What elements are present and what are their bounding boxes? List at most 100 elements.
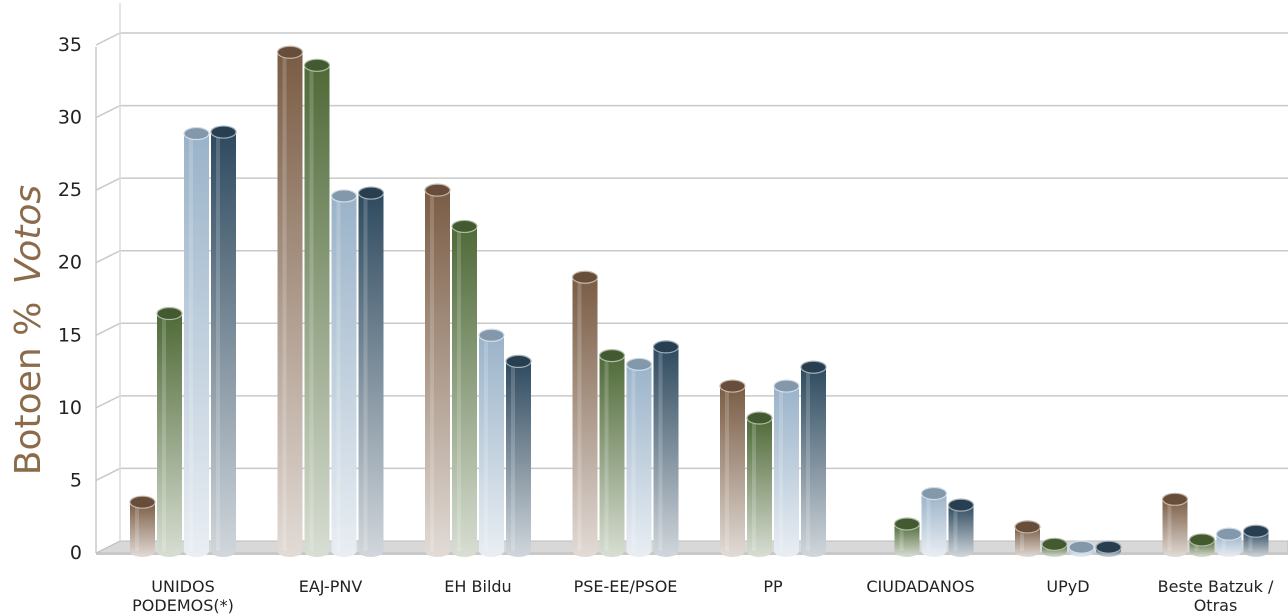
bar-body [304, 65, 330, 557]
bar-cap [451, 219, 478, 234]
bar-cap [598, 349, 626, 363]
bar-body [130, 502, 155, 557]
bar-highlight [1248, 531, 1253, 551]
bar-highlight [725, 386, 729, 551]
bar [276, 45, 304, 557]
bar-highlight [457, 226, 461, 551]
bar [210, 125, 237, 558]
bar-body [599, 355, 625, 557]
bar [1041, 537, 1068, 557]
bar [1242, 524, 1270, 557]
bar-highlight [484, 335, 488, 551]
bar-highlight [309, 65, 314, 551]
bar-body [720, 386, 745, 557]
x-tick-label: EH Bildu [444, 577, 511, 596]
bar-body [277, 52, 303, 557]
bar-highlight [953, 505, 958, 551]
x-tick-label: PSE-EE/PSOE [574, 577, 678, 596]
bar-body [921, 493, 947, 557]
bar-cap [571, 270, 599, 284]
bar-highlight [336, 195, 341, 551]
bar-highlight [752, 418, 756, 551]
x-tick-label: Beste Batzuk / Otras [1158, 577, 1274, 615]
bar-cap [210, 125, 237, 139]
bar-highlight [779, 386, 783, 551]
y-tick-label: 20 [58, 252, 82, 274]
bar [1068, 540, 1095, 557]
bar-body [894, 523, 920, 557]
bar-cap [183, 126, 210, 141]
bar-highlight [899, 523, 904, 551]
bar-body [626, 364, 652, 557]
x-tick-label: CIUDADANOS [866, 577, 974, 596]
bar-cap [1242, 524, 1270, 538]
y-axis-title: Botoen % Votos [8, 185, 49, 475]
bar [625, 357, 653, 557]
y-axis: 0 5 10 15 20 25 30 35 [58, 34, 82, 564]
bar [1215, 527, 1243, 557]
bar [424, 183, 451, 557]
bar [330, 189, 358, 557]
bar-cap [920, 486, 948, 501]
bar-cap [276, 45, 304, 59]
bar-body [572, 277, 598, 557]
bar-body [653, 346, 679, 557]
bar-highlight [162, 313, 166, 551]
bar-body [948, 505, 974, 557]
y-tick-label: 35 [58, 34, 82, 56]
bar-highlight [1020, 526, 1024, 551]
bar-body [1015, 526, 1040, 557]
bar-highlight [511, 361, 515, 551]
bar [451, 219, 478, 557]
bar-body [425, 190, 450, 557]
bar [571, 270, 599, 557]
bar [505, 354, 532, 557]
bars [129, 45, 1270, 558]
bar-cap [330, 189, 358, 203]
bar-highlight [135, 502, 139, 551]
y-tick-label: 5 [70, 469, 82, 491]
bar-cap [424, 183, 451, 197]
y-tick-label: 10 [58, 397, 82, 419]
bar-body [479, 335, 504, 557]
bar-cap [1095, 540, 1122, 554]
bar-body [331, 195, 357, 557]
bar-body [774, 386, 799, 557]
bar [1161, 492, 1189, 557]
bar-highlight [1221, 534, 1226, 551]
bar-highlight [604, 355, 609, 551]
gridline [95, 177, 1288, 191]
bar-cap [773, 379, 800, 393]
y-tick-label: 30 [58, 107, 82, 129]
bar-highlight [189, 133, 193, 551]
bar [1188, 533, 1216, 557]
bar-highlight [926, 493, 931, 551]
bar-body [452, 226, 477, 557]
bar-cap [129, 495, 156, 509]
bar-cap [800, 360, 827, 374]
bar-highlight [577, 277, 582, 551]
bar-cap [1068, 540, 1095, 554]
bar [156, 306, 183, 557]
y-axis-title-main: Botoen % [8, 302, 49, 475]
y-tick-label: 25 [58, 179, 82, 201]
bar-cap [505, 354, 532, 369]
gridline [95, 249, 1288, 264]
gridline [95, 32, 1288, 46]
bar-cap [947, 498, 975, 512]
bar-body [184, 133, 209, 557]
gridlines [95, 3, 1288, 553]
bar-highlight [282, 52, 287, 551]
bar-body [747, 418, 772, 557]
bar [598, 349, 626, 557]
gridline [95, 467, 1288, 482]
bar-highlight [363, 193, 368, 551]
bar [303, 58, 331, 557]
bar [746, 411, 773, 557]
bar-cap [1188, 533, 1216, 547]
bar-highlight [631, 364, 636, 551]
bar-cap [478, 328, 505, 342]
bar [773, 379, 800, 557]
bar-highlight [216, 132, 220, 552]
